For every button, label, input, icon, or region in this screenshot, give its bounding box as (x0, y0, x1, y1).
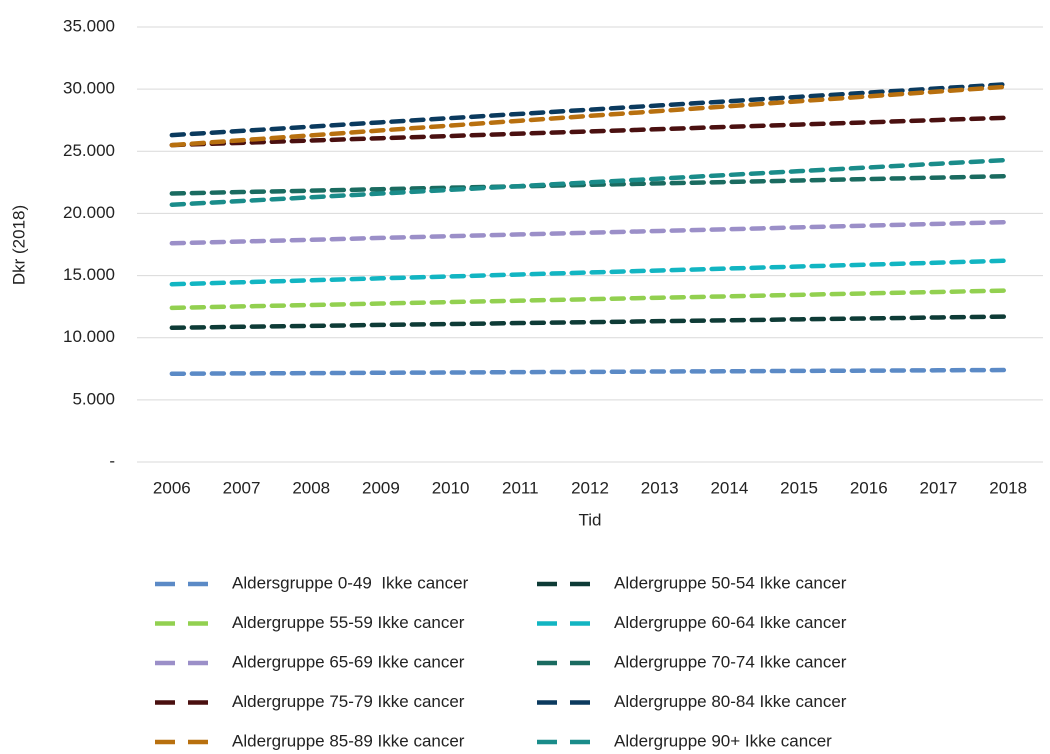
series-line (169, 219, 1011, 246)
x-tick-label: 2015 (780, 478, 818, 497)
x-tick-label: 2017 (920, 478, 958, 497)
legend-label: Aldergruppe 70-74 Ikke cancer (614, 652, 847, 671)
series-line (169, 81, 1011, 138)
y-tick-label: 35.000 (63, 16, 115, 35)
x-tick-label: 2010 (432, 478, 470, 497)
y-tick-label: 15.000 (63, 265, 115, 284)
x-tick-label: 2006 (153, 478, 191, 497)
x-tick-label: 2011 (502, 478, 539, 497)
y-tick-label: 5.000 (72, 389, 115, 408)
y-tick-label: 20.000 (63, 203, 115, 222)
series-line (169, 115, 1011, 148)
legend-label: Aldergruppe 80-84 Ikke cancer (614, 692, 847, 711)
series-line (169, 288, 1011, 311)
legend-label: Aldergruppe 50-54 Ikke cancer (614, 573, 847, 592)
legend-label: Aldersgruppe 0-49 Ikke cancer (232, 573, 469, 592)
legend-label: Aldergruppe 75-79 Ikke cancer (232, 692, 465, 711)
series-line (169, 173, 1011, 196)
y-tick-label: 25.000 (63, 141, 115, 160)
x-tick-label: 2009 (362, 478, 400, 497)
y-tick-label: 10.000 (63, 327, 115, 346)
series-line (169, 314, 1011, 331)
x-tick-label: 2014 (710, 478, 748, 497)
x-tick-label: 2016 (850, 478, 888, 497)
x-axis-label: Tid (579, 510, 602, 529)
legend-label: Aldergruppe 60-64 Ikke cancer (614, 613, 847, 632)
x-tick-label: 2007 (223, 478, 261, 497)
legend-label: Aldergruppe 65-69 Ikke cancer (232, 652, 465, 671)
series-line (169, 367, 1011, 377)
series-line (169, 157, 1011, 207)
series-line (169, 84, 1011, 148)
y-tick-label: 30.000 (63, 79, 115, 98)
y-axis-label: Dkr (2018) (9, 205, 28, 285)
y-tick-label: - (109, 451, 115, 470)
legend-label: Aldergruppe 85-89 Ikke cancer (232, 731, 465, 750)
series-line (169, 258, 1011, 287)
legend-label: Aldergruppe 90+ Ikke cancer (614, 731, 832, 750)
x-tick-label: 2008 (292, 478, 330, 497)
legend-label: Aldergruppe 55-59 Ikke cancer (232, 613, 465, 632)
x-tick-label: 2013 (641, 478, 679, 497)
x-tick-label: 2018 (989, 478, 1027, 497)
x-tick-label: 2012 (571, 478, 609, 497)
